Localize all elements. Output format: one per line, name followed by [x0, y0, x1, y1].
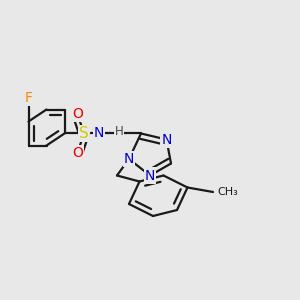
Text: S: S	[79, 126, 89, 141]
Text: N: N	[94, 127, 104, 140]
Text: H: H	[115, 125, 123, 139]
Text: CH₃: CH₃	[218, 187, 238, 197]
Text: N: N	[161, 133, 172, 146]
Text: F: F	[25, 91, 32, 104]
Text: O: O	[72, 146, 83, 160]
Text: N: N	[145, 169, 155, 182]
Text: O: O	[72, 107, 83, 121]
Text: N: N	[124, 152, 134, 166]
